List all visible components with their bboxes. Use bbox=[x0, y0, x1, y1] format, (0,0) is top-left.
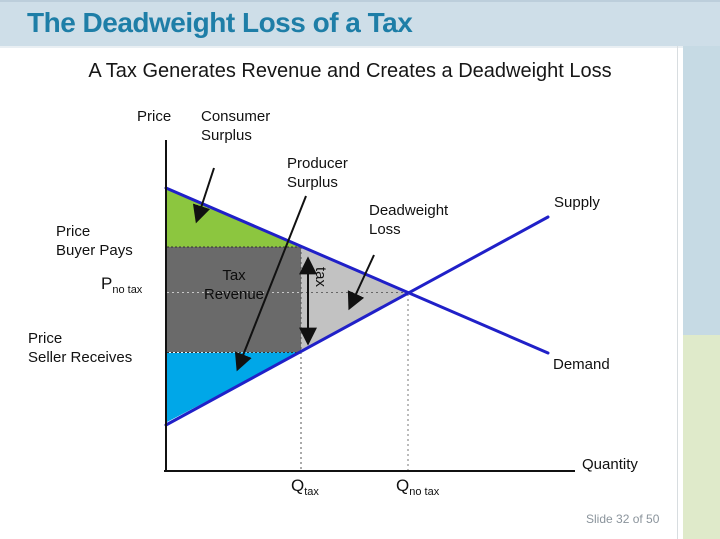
content-edge-line bbox=[677, 46, 678, 539]
q-no-tax-label: Qno tax bbox=[396, 476, 440, 499]
supply-curve-label: Supply bbox=[554, 194, 600, 211]
price-seller-receives-label: Price Seller Receives bbox=[28, 330, 133, 366]
slide-header: The Deadweight Loss of a Tax bbox=[0, 0, 720, 46]
deadweight-loss-region bbox=[301, 247, 408, 352]
slide-subtitle: A Tax Generates Revenue and Creates a De… bbox=[88, 60, 612, 82]
consumer-surplus-region bbox=[167, 189, 301, 247]
consumer-surplus-label: Consumer Surplus bbox=[201, 108, 271, 144]
right-margin-green-strip bbox=[683, 335, 720, 539]
deadweight-loss-arrow bbox=[347, 254, 375, 311]
tax-wedge-label: tax bbox=[312, 267, 329, 288]
p-no-tax-label: Pno tax bbox=[101, 274, 143, 297]
supply-curve bbox=[164, 215, 550, 427]
consumer-surplus-arrow bbox=[192, 167, 215, 224]
axes bbox=[164, 140, 575, 472]
deadweight-loss-label: Deadweight Loss bbox=[369, 202, 449, 238]
q-tax-label: Qtax bbox=[291, 476, 319, 499]
right-margin-blue-strip bbox=[683, 46, 720, 335]
demand-curve-label: Demand bbox=[553, 356, 610, 373]
price-buyer-pays-label: Price Buyer Pays bbox=[56, 223, 133, 259]
price-axis-label: Price bbox=[137, 108, 172, 125]
producer-surplus-region bbox=[167, 352, 301, 422]
slide-title: The Deadweight Loss of a Tax bbox=[27, 7, 413, 38]
quantity-axis-label: Quantity bbox=[582, 456, 638, 473]
slide-number-indicator: Slide 32 of 50 bbox=[586, 512, 660, 526]
tax-revenue-label: Tax Revenue bbox=[203, 267, 265, 303]
producer-surplus-label: Producer Surplus bbox=[287, 155, 348, 191]
header-divider bbox=[0, 46, 720, 48]
